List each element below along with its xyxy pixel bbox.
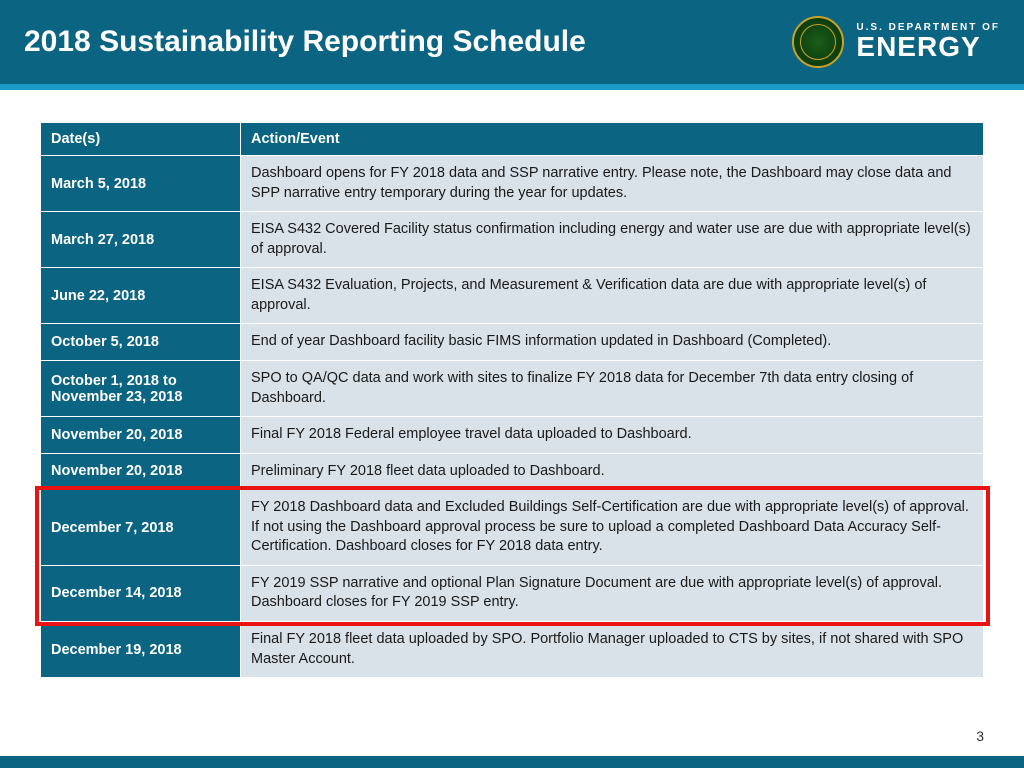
event-cell: Final FY 2018 fleet data uploaded by SPO…: [241, 622, 984, 678]
table-row: November 20, 2018Final FY 2018 Federal e…: [41, 417, 984, 454]
table-row: December 19, 2018Final FY 2018 fleet dat…: [41, 622, 984, 678]
date-cell: March 5, 2018: [41, 156, 241, 212]
table-row: March 5, 2018Dashboard opens for FY 2018…: [41, 156, 984, 212]
event-cell: Dashboard opens for FY 2018 data and SSP…: [241, 156, 984, 212]
table-row: June 22, 2018EISA S432 Evaluation, Proje…: [41, 268, 984, 324]
table-row: December 14, 2018FY 2019 SSP narrative a…: [41, 565, 984, 621]
date-cell: June 22, 2018: [41, 268, 241, 324]
col-header-action: Action/Event: [241, 123, 984, 156]
event-cell: Preliminary FY 2018 fleet data uploaded …: [241, 453, 984, 490]
table-header-row: Date(s) Action/Event: [41, 123, 984, 156]
event-cell: EISA S432 Covered Facility status confir…: [241, 212, 984, 268]
date-cell: March 27, 2018: [41, 212, 241, 268]
date-cell: December 14, 2018: [41, 565, 241, 621]
page-number: 3: [976, 728, 984, 744]
doe-seal-icon: [792, 16, 844, 68]
date-cell: November 20, 2018: [41, 417, 241, 454]
dept-name: ENERGY: [856, 33, 1000, 61]
slide-header: 2018 Sustainability Reporting Schedule U…: [0, 0, 1024, 90]
table-row: October 1, 2018 to November 23, 2018SPO …: [41, 360, 984, 416]
slide-content: Date(s) Action/Event March 5, 2018Dashbo…: [0, 90, 1024, 678]
slide-title: 2018 Sustainability Reporting Schedule: [24, 25, 586, 59]
event-cell: End of year Dashboard facility basic FIM…: [241, 324, 984, 361]
dept-logo-block: U.S. DEPARTMENT OF ENERGY: [792, 16, 1000, 68]
event-cell: FY 2019 SSP narrative and optional Plan …: [241, 565, 984, 621]
date-cell: December 7, 2018: [41, 490, 241, 566]
event-cell: FY 2018 Dashboard data and Excluded Buil…: [241, 490, 984, 566]
event-cell: SPO to QA/QC data and work with sites to…: [241, 360, 984, 416]
footer-bar: [0, 756, 1024, 768]
table-row: October 5, 2018End of year Dashboard fac…: [41, 324, 984, 361]
table-row: March 27, 2018EISA S432 Covered Facility…: [41, 212, 984, 268]
date-cell: December 19, 2018: [41, 622, 241, 678]
event-cell: EISA S432 Evaluation, Projects, and Meas…: [241, 268, 984, 324]
date-cell: October 5, 2018: [41, 324, 241, 361]
date-cell: November 20, 2018: [41, 453, 241, 490]
dept-logo-text: U.S. DEPARTMENT OF ENERGY: [856, 23, 1000, 61]
table-row: November 20, 2018Preliminary FY 2018 fle…: [41, 453, 984, 490]
event-cell: Final FY 2018 Federal employee travel da…: [241, 417, 984, 454]
col-header-dates: Date(s): [41, 123, 241, 156]
table-row: December 7, 2018FY 2018 Dashboard data a…: [41, 490, 984, 566]
schedule-table: Date(s) Action/Event March 5, 2018Dashbo…: [40, 122, 984, 678]
date-cell: October 1, 2018 to November 23, 2018: [41, 360, 241, 416]
